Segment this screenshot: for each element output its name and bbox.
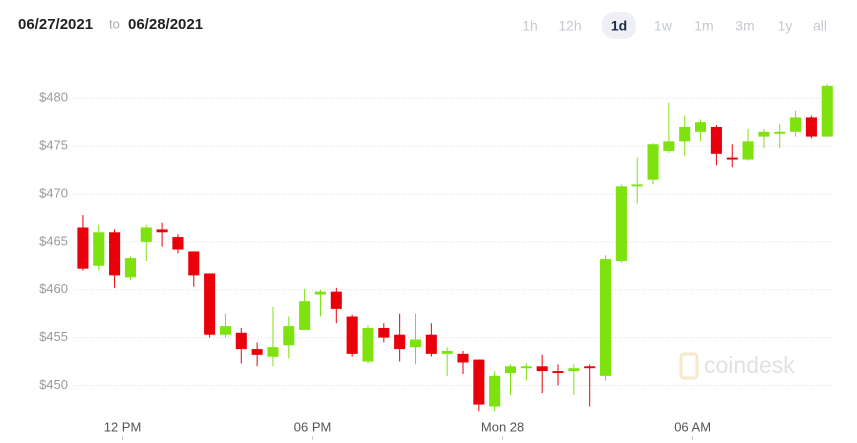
candle-body bbox=[615, 186, 627, 262]
candle-body bbox=[219, 326, 231, 335]
date-separator: to bbox=[109, 16, 120, 31]
range-button-label: 12h bbox=[558, 18, 581, 34]
range-button[interactable]: all bbox=[813, 18, 827, 34]
watermark: coindesk bbox=[679, 352, 795, 380]
date-to: 06/28/2021 bbox=[128, 16, 203, 33]
date-from: 06/27/2021 bbox=[18, 16, 93, 33]
y-tick-label: $480 bbox=[39, 90, 68, 105]
candle-body bbox=[124, 258, 136, 278]
candle-body bbox=[504, 366, 517, 373]
candle-body bbox=[251, 349, 263, 355]
candle-body bbox=[520, 366, 532, 369]
candle-body bbox=[172, 237, 184, 250]
candle-body bbox=[726, 157, 738, 160]
range-button[interactable]: 1y bbox=[778, 18, 793, 34]
candle-body bbox=[647, 144, 659, 180]
watermark-logo bbox=[679, 352, 699, 380]
candle-body bbox=[77, 227, 89, 269]
candle-body bbox=[330, 291, 342, 309]
candle-body bbox=[188, 251, 200, 276]
candle-body bbox=[140, 227, 152, 242]
range-button[interactable]: 3m bbox=[735, 18, 754, 34]
candle-body bbox=[821, 85, 833, 137]
candle-body bbox=[584, 366, 596, 369]
candle-body bbox=[552, 371, 564, 373]
candle-body bbox=[710, 127, 722, 154]
range-button-label: 1m bbox=[694, 18, 713, 34]
candle-body bbox=[679, 127, 691, 142]
candle-body bbox=[425, 334, 437, 354]
x-tick-label: 12 PM bbox=[104, 419, 142, 434]
range-button[interactable]: 1d bbox=[602, 12, 636, 39]
candle-body bbox=[362, 328, 374, 362]
candle-body bbox=[758, 131, 770, 137]
y-tick-label: $455 bbox=[39, 329, 68, 344]
candle-body bbox=[346, 316, 358, 354]
range-button-label: 1d bbox=[611, 18, 627, 34]
candle-body bbox=[536, 366, 548, 372]
candle-body bbox=[378, 328, 390, 338]
x-tick-label: 06 AM bbox=[674, 419, 711, 434]
candle-body bbox=[473, 359, 485, 405]
range-button[interactable]: 1h bbox=[522, 18, 538, 34]
candle-body bbox=[283, 326, 295, 346]
candle-body bbox=[457, 353, 469, 363]
candle-body bbox=[790, 117, 802, 132]
candle-body bbox=[314, 291, 327, 295]
range-button[interactable]: 12h bbox=[558, 18, 581, 34]
candle-body bbox=[805, 117, 817, 137]
y-tick-label: $465 bbox=[39, 233, 68, 248]
range-button-label: all bbox=[813, 18, 827, 34]
y-tick-label: $460 bbox=[39, 281, 68, 296]
candle-body bbox=[299, 301, 311, 330]
candle-body bbox=[742, 141, 754, 160]
candle-body bbox=[695, 122, 707, 132]
range-button-label: 1w bbox=[654, 18, 673, 34]
candle-body bbox=[235, 332, 247, 350]
range-button-bg bbox=[602, 12, 636, 39]
watermark-text: coindesk bbox=[704, 352, 795, 378]
x-tick-label: 06 PM bbox=[294, 419, 332, 434]
candle-body bbox=[394, 334, 406, 350]
range-button[interactable]: 1w bbox=[654, 18, 673, 34]
candle-body bbox=[267, 347, 279, 357]
candle-body bbox=[109, 232, 121, 276]
candle-body bbox=[599, 259, 612, 376]
candle-body bbox=[631, 184, 643, 187]
range-button[interactable]: 1m bbox=[694, 18, 713, 34]
y-tick-label: $450 bbox=[39, 377, 68, 392]
candle-body bbox=[204, 273, 216, 335]
range-button-label: 1h bbox=[522, 18, 538, 34]
candle-body bbox=[774, 131, 786, 134]
candle-body bbox=[489, 375, 501, 407]
candle-body bbox=[663, 141, 675, 151]
x-tick-label: Mon 28 bbox=[481, 419, 524, 434]
range-button-label: 1y bbox=[778, 18, 793, 34]
range-button-label: 3m bbox=[735, 18, 754, 34]
candle-body bbox=[409, 339, 422, 348]
candle-body bbox=[93, 232, 105, 266]
y-tick-label: $470 bbox=[39, 185, 68, 200]
y-tick-label: $475 bbox=[39, 138, 68, 153]
candle-body bbox=[441, 350, 453, 354]
candle-body bbox=[156, 229, 168, 233]
candle-body bbox=[568, 368, 580, 372]
